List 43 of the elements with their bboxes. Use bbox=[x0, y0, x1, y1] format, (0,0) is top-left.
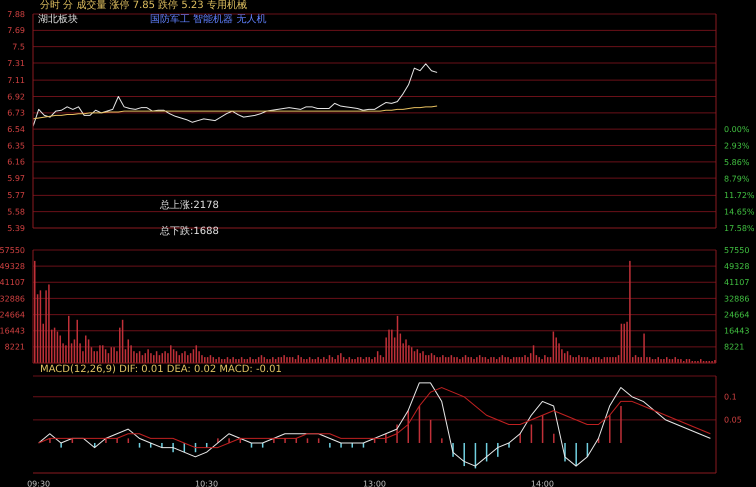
y-tick-label: 0.1 bbox=[724, 392, 737, 402]
annotation: 总下跌:1688 bbox=[160, 226, 219, 238]
y2-tick-label: 5.86% bbox=[724, 158, 750, 167]
y-tick-label: 8221 bbox=[4, 342, 25, 352]
y2-tick-label: 8.79% bbox=[724, 174, 750, 184]
y-tick-label: 7.5 bbox=[12, 42, 25, 52]
chart-title: MACD(12,26,9) DIF: 0.01 DEA: 0.02 MACD: -0.01 bbox=[40, 364, 282, 376]
y-tick-label: 24664 bbox=[0, 310, 25, 320]
y2-tick-label: 14.65% bbox=[724, 207, 755, 216]
y-tick-label: 7.11 bbox=[7, 76, 25, 86]
y-tick-label: 5.77 bbox=[7, 191, 25, 200]
y2-tick-label: 2.93% bbox=[724, 141, 750, 150]
line-series bbox=[38, 387, 711, 448]
y-tick-label: 57550 bbox=[0, 246, 25, 255]
y-tick-label: 41107 bbox=[0, 278, 25, 288]
y2-tick-label: 11.72% bbox=[724, 190, 755, 200]
y-tick-label: 32886 bbox=[0, 294, 25, 304]
y2-tick-label: 17.58% bbox=[724, 224, 755, 233]
y-tick-label: 5.39 bbox=[7, 224, 25, 233]
y-tick-label: 49328 bbox=[0, 262, 25, 271]
x-tick-label: 09:30 bbox=[27, 480, 50, 487]
y-tick-label: 6.54 bbox=[7, 125, 25, 134]
y-tick-label: 7.31 bbox=[7, 58, 25, 68]
x-tick-label: 13:00 bbox=[362, 480, 386, 487]
y-tick-label: 5.97 bbox=[7, 174, 25, 183]
y-tick-label: 7.69 bbox=[7, 26, 25, 36]
line-series bbox=[32, 105, 438, 120]
x-tick-label: 14:00 bbox=[530, 480, 554, 487]
y-tick-label: 7.88 bbox=[7, 10, 25, 19]
y2-tick-label: 0.00% bbox=[724, 125, 750, 134]
line-series bbox=[32, 63, 438, 128]
annotation: 湖北板块 bbox=[38, 14, 78, 26]
y-tick-label: 6.73 bbox=[7, 108, 25, 118]
annotation: 国防军工 智能机器 无人机 bbox=[150, 14, 266, 26]
line-series bbox=[38, 382, 711, 467]
y-tick-label: 5.58 bbox=[7, 208, 25, 217]
x-tick-label: 10:30 bbox=[195, 480, 218, 487]
y-tick-label: 6.35 bbox=[7, 141, 25, 150]
y-tick-label: 16443 bbox=[0, 326, 25, 336]
y-tick-label: 0.05 bbox=[724, 416, 742, 425]
annotation: 总上涨:2178 bbox=[160, 200, 219, 212]
y-tick-label: 6.92 bbox=[7, 92, 25, 102]
y-tick-label: 6.16 bbox=[7, 158, 25, 167]
